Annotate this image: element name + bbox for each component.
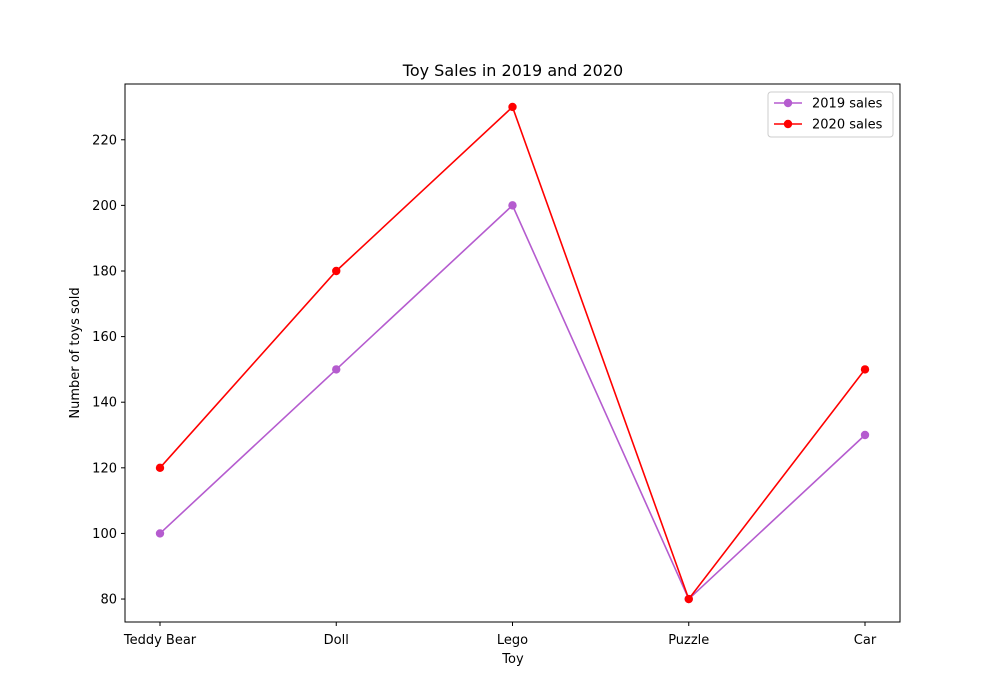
legend-label: 2019 sales: [812, 97, 883, 112]
data-point: [684, 594, 693, 604]
y-tick-label: 100: [92, 527, 117, 542]
data-point: [860, 430, 870, 440]
y-tick-label: 200: [92, 199, 117, 214]
y-tick-label: 180: [92, 264, 117, 279]
y-axis: 80 100 120 140 160 180 200 220: [92, 133, 125, 608]
data-point: [860, 365, 870, 374]
data-point: [332, 266, 341, 276]
y-tick-label: 220: [92, 133, 117, 148]
chart-title: Toy Sales in 2019 and 2020: [402, 61, 623, 80]
x-axis: Teddy Bear Doll Lego Puzzle Car: [123, 622, 877, 648]
x-tick-label: Car: [854, 633, 877, 648]
y-tick-label: 140: [92, 396, 117, 411]
legend: 2019 sales 2020 sales: [767, 91, 894, 138]
data-point: [332, 365, 341, 374]
legend-swatch-marker: [783, 119, 793, 129]
legend-swatch-marker: [783, 98, 793, 108]
x-tick-label: Lego: [497, 633, 528, 648]
x-tick-label: Teddy Bear: [123, 633, 197, 648]
series-line: [159, 105, 866, 601]
y-tick-label: 160: [92, 330, 117, 345]
plot-area-frame: [124, 83, 901, 623]
series-line: [159, 204, 866, 601]
series-layer: [155, 102, 870, 604]
legend-label: 2020 sales: [812, 118, 883, 133]
data-point: [508, 102, 517, 112]
y-tick-label: 80: [100, 593, 117, 608]
y-tick-label: 120: [92, 461, 117, 476]
data-point: [508, 201, 517, 210]
y-axis-label: Number of toys sold: [68, 287, 83, 418]
x-tick-label: Puzzle: [668, 633, 709, 648]
x-tick-label: Doll: [324, 633, 349, 648]
data-point: [155, 463, 165, 473]
data-point: [155, 529, 165, 538]
x-axis-label: Toy: [501, 652, 524, 667]
